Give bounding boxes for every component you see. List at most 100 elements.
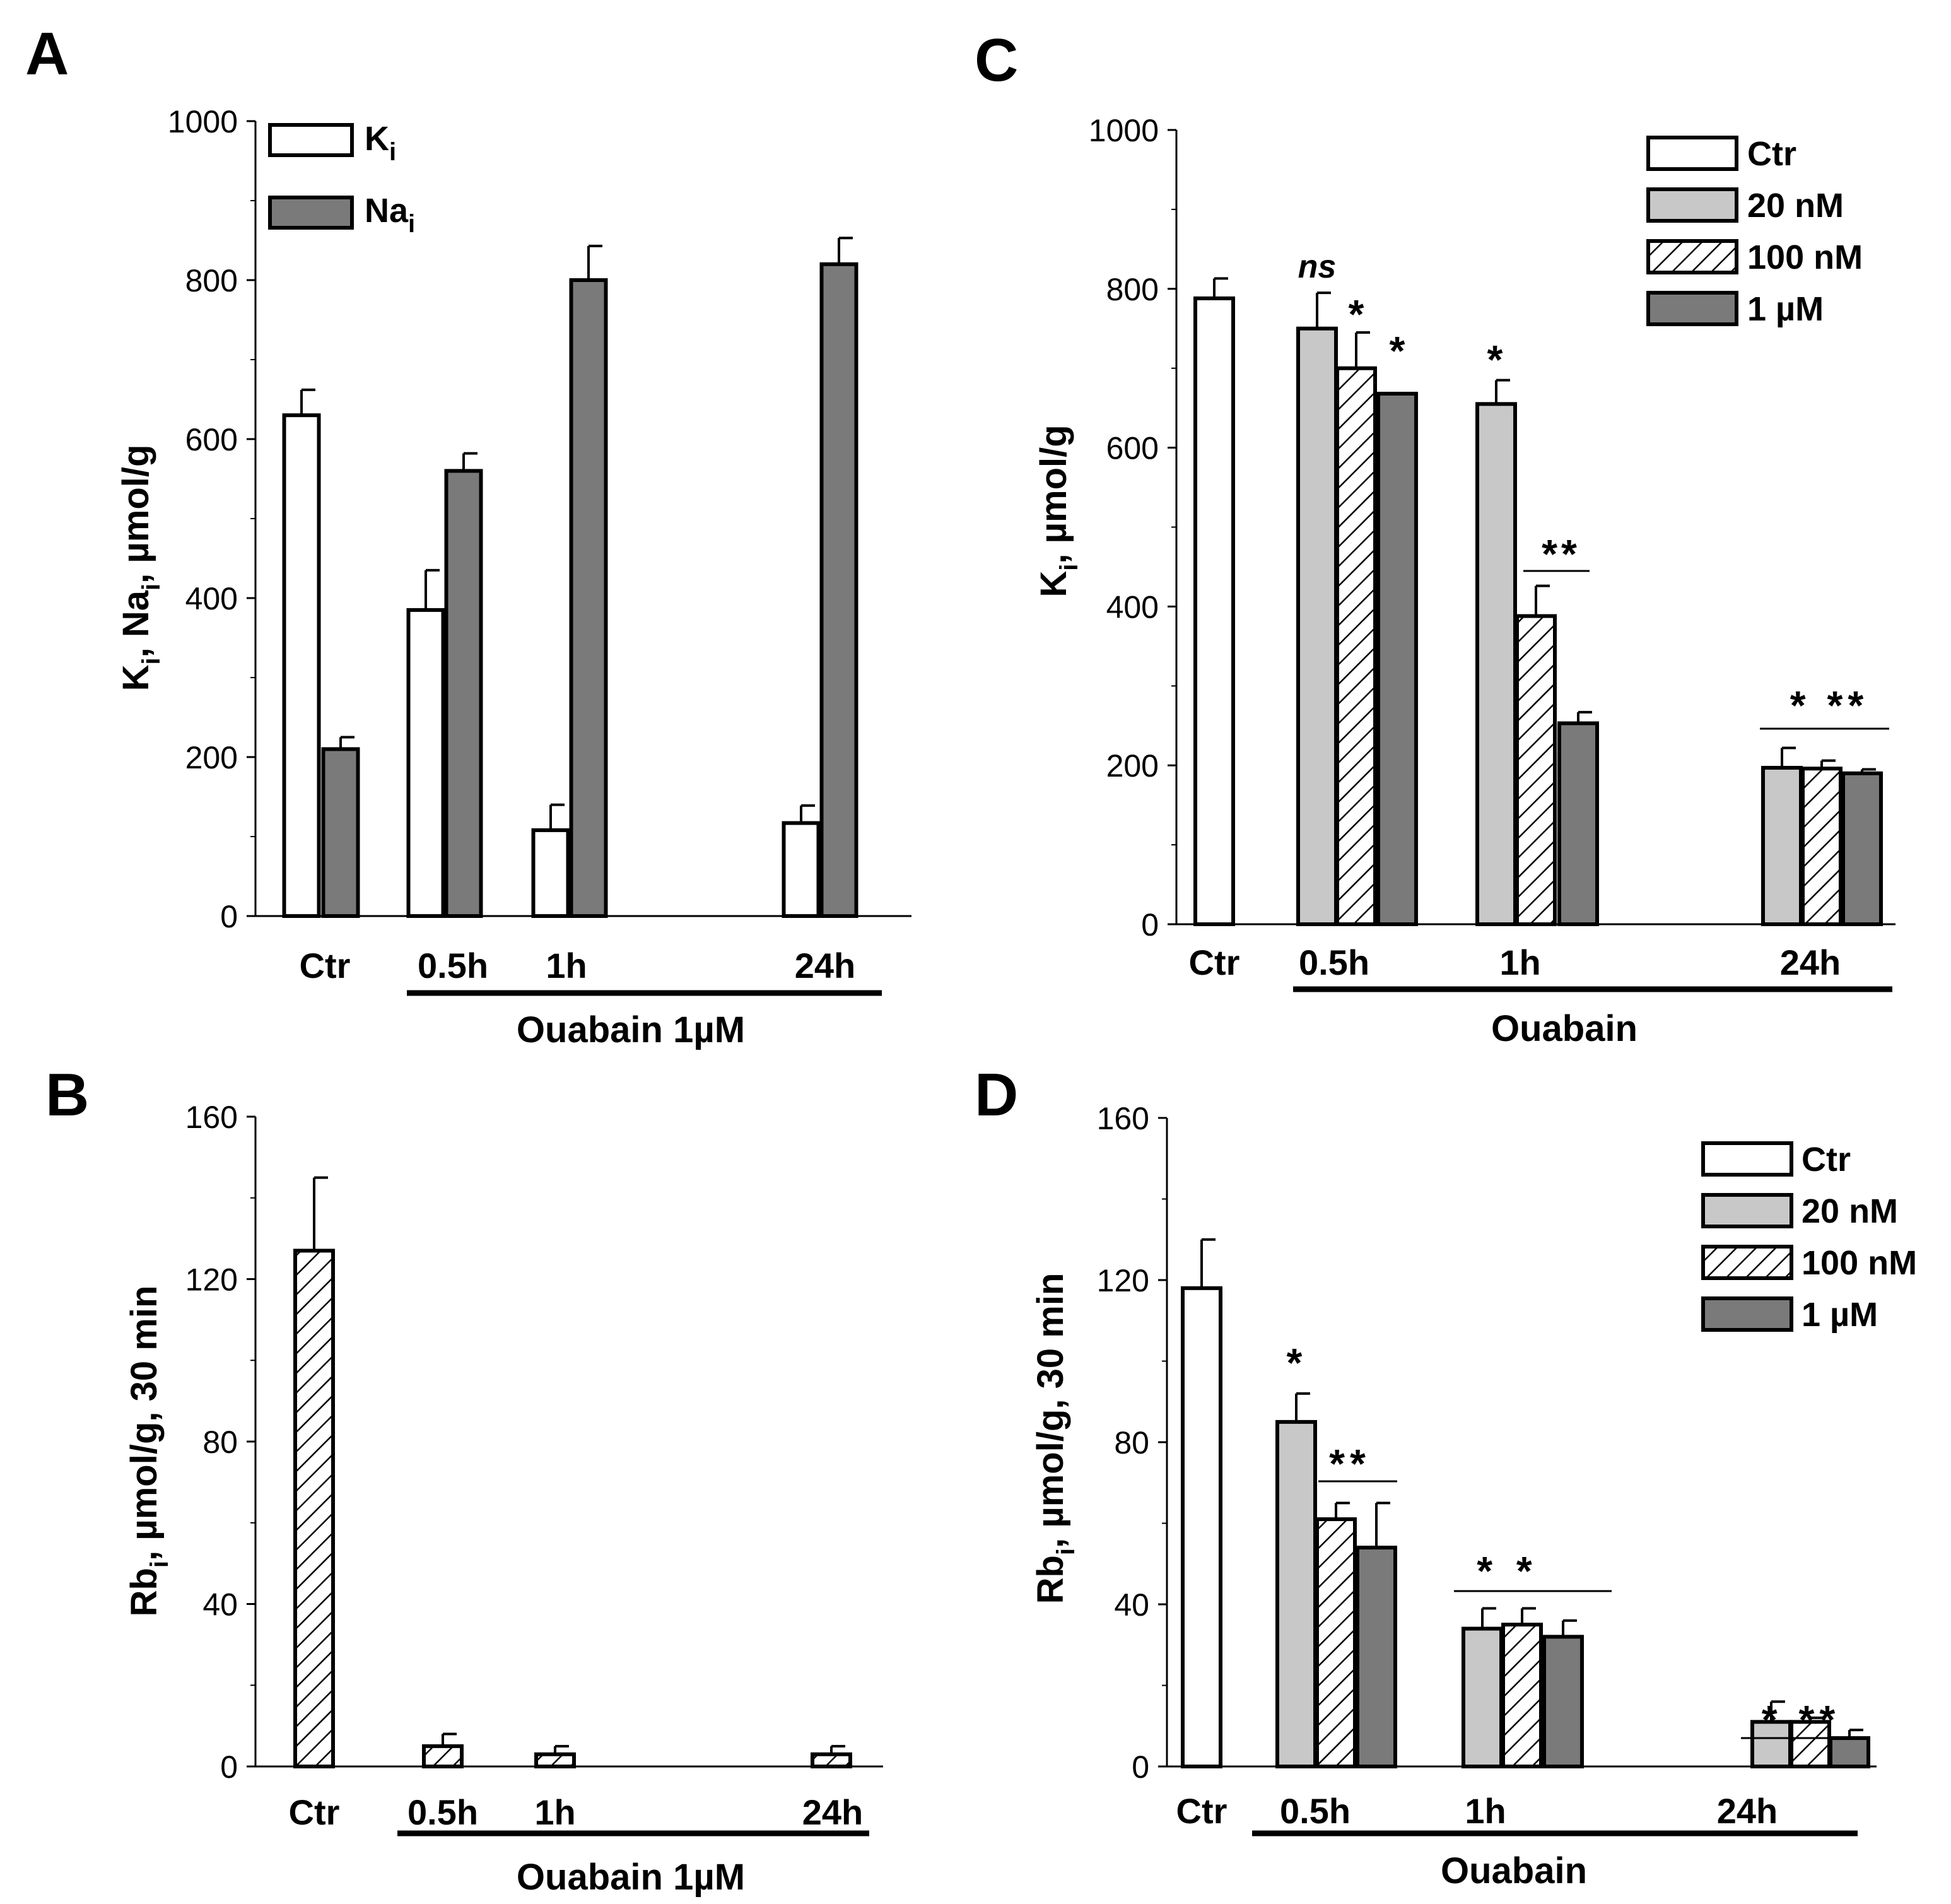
panel-c-sig-star-100nm-05h: * [1349,291,1364,337]
panel-a-legend-nai-swatch [268,196,354,230]
bar [1475,402,1517,926]
y-tick-label: 160 [185,1100,238,1135]
bar [293,1249,335,1768]
panel-b-y-ticks: 0 40 80 120 160 [185,1100,255,1785]
panel-c-cat-1h: 1h [1499,943,1540,982]
panel-d-sig-star-05h: * [1287,1340,1303,1385]
y-tick-label: 40 [1114,1587,1149,1623]
panel-c-y-ticks: 0 200 400 600 800 1000 [1089,113,1176,943]
svg-text:Ki, µmol/g: Ki, µmol/g [1033,425,1083,597]
bar [1829,1736,1870,1768]
panel-a-cat-ctr: Ctr [300,946,351,985]
panel-a-cat-24h: 24h [795,946,856,985]
panel-c: C Ki, µmol/g 0 200 400 600 800 1000 ns * * * … [975,26,1895,1049]
panel-d-cat-1h: 1h [1465,1791,1506,1831]
bar [1841,771,1883,927]
panel-d-sig-stars-05h: ** [1329,1441,1371,1486]
panel-c-legend-1um-label: 1 µM [1747,290,1824,328]
panel-c-cat-0-5h: 0.5h [1299,943,1369,982]
panel-c-sig-stars-24h: * ** [1790,683,1869,728]
panel-c-sig-ns: ns [1298,249,1337,285]
panel-a-cat-0-5h: 0.5h [418,946,488,985]
panel-c-legend-100nm-swatch [1646,239,1738,274]
panel-d-sig-stars-24h: * ** [1762,1697,1841,1742]
panel-b-cat-ctr: Ctr [289,1792,340,1832]
bar [1296,326,1338,926]
panel-c-plot: 0 200 400 600 800 1000 [1089,113,1895,943]
panel-d-plot: 0 40 80 120 160 [1097,1101,1877,1785]
panel-b-letter: B [45,1061,89,1129]
panel-a-bracket-label: Ouabain 1µM [517,1009,745,1050]
panel-b-categories: Ctr 0.5h 1h 24h [289,1792,864,1832]
panel-a-bars [282,237,858,919]
panel-d-cat-0-5h: 0.5h [1280,1791,1350,1831]
panel-d-legend: Ctr 20 nM 100 nM 1 µM [1701,1141,1917,1334]
panel-d-legend-100nm-label: 100 nM [1802,1244,1917,1282]
bar [534,1752,576,1768]
y-tick-label: 400 [185,581,238,616]
panel-a-categories: Ctr 0.5h 1h 24h [300,946,856,985]
y-tick-label: 0 [220,1749,238,1785]
bar [1193,296,1235,926]
bar [1515,614,1557,926]
bar [282,413,321,918]
panel-d-y-axis-label: Rbi, µmol/g, 30 min [1030,1273,1080,1604]
y-tick-label: 80 [1114,1425,1149,1460]
panel-c-cat-ctr: Ctr [1189,943,1240,982]
panel-d-legend-ctr-swatch [1701,1141,1793,1177]
y-tick-label: 80 [202,1425,238,1460]
panel-c-significance: ns * * * ** * ** [1298,249,1889,730]
bar [1356,1546,1397,1769]
bar [406,608,445,919]
y-tick-label: 120 [1097,1263,1149,1298]
panel-c-legend: Ctr 20 nM 100 nM 1 µM [1646,135,1863,328]
bar [1761,765,1803,927]
panel-d-cat-24h: 24h [1717,1791,1778,1831]
svg-text:Rbi, µmol/g, 30 min: Rbi, µmol/g, 30 min [1030,1273,1080,1604]
panel-a-legend-nai-label: Nai [365,192,415,238]
panel-c-legend-20nm-label: 20 nM [1747,187,1844,225]
panel-b-cat-0-5h: 0.5h [407,1792,478,1832]
panel-c-legend-ctr-swatch [1646,136,1738,171]
y-tick-label: 1000 [1089,113,1159,148]
panel-d-legend-1um-swatch [1701,1296,1793,1332]
bar [1501,1623,1543,1768]
panel-a-letter: A [25,20,69,88]
bar [1275,1419,1317,1768]
bar [1376,391,1418,926]
bar [1315,1517,1357,1768]
panel-a: A Ki, Nai, µmol/g 0 200 400 600 800 1000 Ctr … [25,20,911,1050]
bar [321,747,360,919]
bar [531,828,570,919]
panel-d-y-ticks: 0 40 80 120 160 [1097,1101,1167,1785]
panel-d-cat-ctr: Ctr [1176,1791,1227,1831]
panel-b-cat-1h: 1h [534,1792,575,1832]
panel-a-y-axis-label: Ki, Nai, µmol/g [115,445,165,691]
bar [1335,366,1377,926]
svg-text:Ki, Nai, µmol/g: Ki, Nai, µmol/g [115,445,165,691]
panel-c-legend-100nm-label: 100 nM [1747,238,1863,276]
bar [1801,767,1843,926]
panel-c-sig-star-1um-05h: * [1390,328,1405,373]
panel-c-letter: C [975,26,1018,94]
y-tick-label: 1000 [168,104,238,139]
panel-d-legend-ctr-label: Ctr [1802,1141,1851,1178]
panel-b-y-axis-label: Rbi, µmol/g, 30 min [124,1286,173,1617]
panel-d-categories: Ctr 0.5h 1h 24h [1176,1791,1778,1831]
panel-b-cat-24h: 24h [802,1792,864,1832]
y-tick-label: 40 [202,1587,238,1623]
panel-a-legend: Ki Nai [268,120,415,238]
panel-c-bars [1193,277,1883,927]
svg-text:Rbi, µmol/g, 30 min: Rbi, µmol/g, 30 min [124,1286,173,1617]
bar [569,278,608,918]
panel-c-sig-stars-1h: ** [1542,531,1581,577]
panel-c-legend-1um-swatch [1646,291,1738,326]
panel-b-plot: 0 40 80 120 160 [185,1100,883,1785]
panel-d-sig-stars-1h: * * [1477,1548,1538,1594]
panel-d-significance: * ** * * * ** [1287,1340,1867,1742]
panel-d-bracket-label: Ouabain [1441,1850,1587,1891]
panel-d-bars [1181,1238,1870,1769]
bar [1557,721,1599,927]
bar [811,1752,852,1768]
